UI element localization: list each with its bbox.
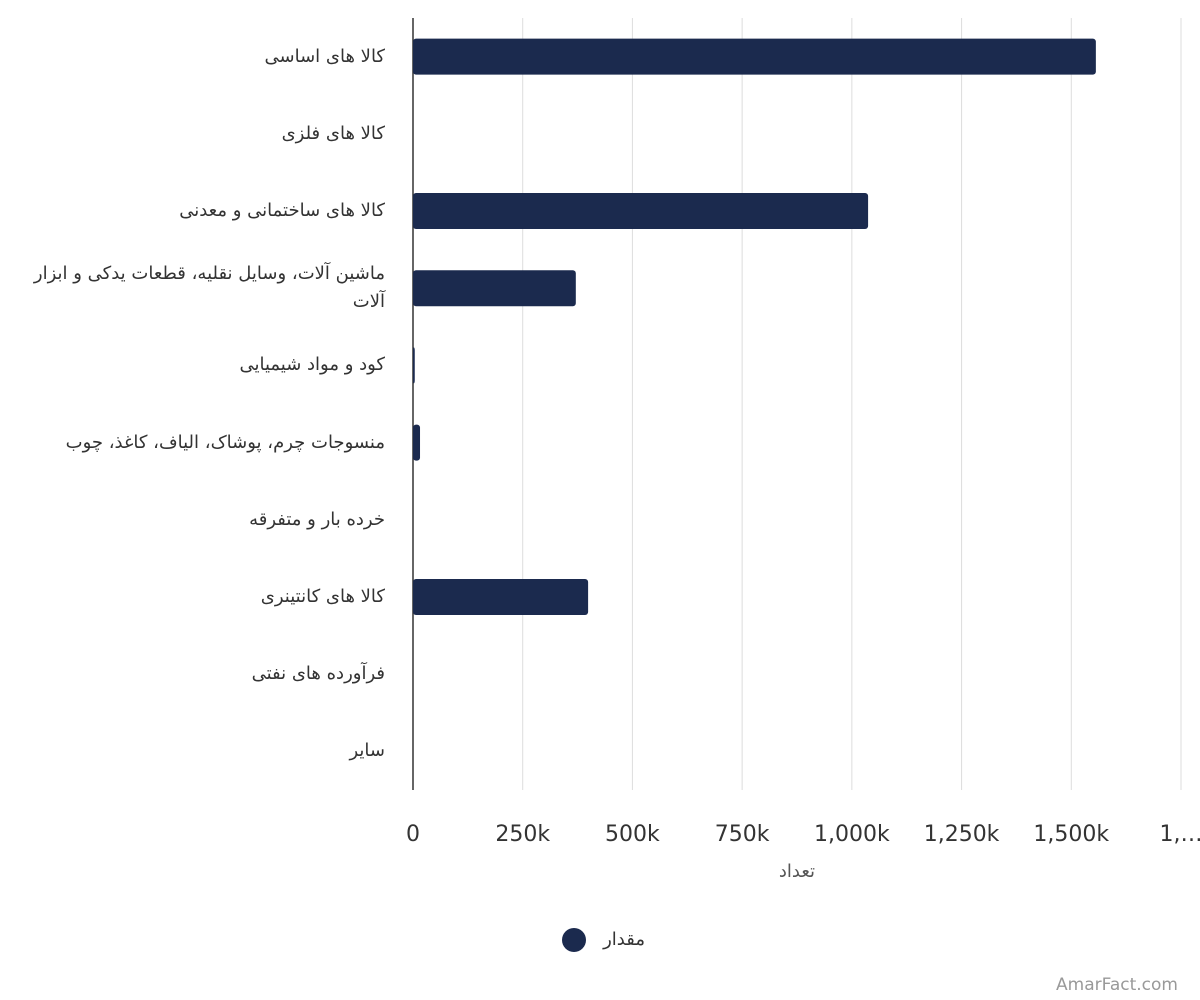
bar bbox=[413, 424, 421, 461]
y-tick-label: سایر bbox=[349, 740, 385, 762]
x-tick-label: 1,000k bbox=[814, 822, 890, 847]
x-tick-label: 0 bbox=[406, 822, 420, 847]
bar bbox=[413, 270, 576, 307]
x-tick-label: 250k bbox=[495, 822, 550, 847]
watermark: AmarFact.com bbox=[1056, 975, 1178, 995]
bar bbox=[413, 347, 415, 384]
y-tick-label: ماشین آلات، وسایل نقلیه، قطعات یدکی و اب… bbox=[33, 263, 385, 313]
legend-label: مقدار bbox=[602, 929, 645, 950]
bar bbox=[413, 193, 869, 229]
x-axis-title: تعداد bbox=[779, 861, 815, 882]
y-tick-label: کود و مواد شیمیایی bbox=[239, 354, 385, 376]
x-tick-label: 750k bbox=[715, 822, 770, 847]
x-tick-label: 1,… bbox=[1160, 822, 1200, 847]
bar bbox=[413, 38, 1096, 75]
y-tick-label: کالا های کانتینری bbox=[260, 585, 385, 607]
legend-marker bbox=[562, 928, 586, 952]
x-tick-label: 1,250k bbox=[924, 822, 1000, 847]
x-tick-label: 1,500k bbox=[1033, 822, 1109, 847]
y-tick-label: کالا های ساختمانی و معدنی bbox=[179, 199, 385, 221]
y-tick-label: منسوجات چرم، پوشاک، الیاف، کاغذ، چوب bbox=[65, 431, 385, 453]
bar bbox=[413, 579, 589, 615]
y-tick-label: فرآورده های نفتی bbox=[251, 663, 385, 685]
y-tick-label: خرده بار و متفرقه bbox=[249, 508, 385, 530]
x-tick-label: 500k bbox=[605, 822, 660, 847]
y-tick-label: کالا های فلزی bbox=[281, 122, 385, 144]
y-tick-label: کالا های اساسی bbox=[264, 45, 385, 67]
